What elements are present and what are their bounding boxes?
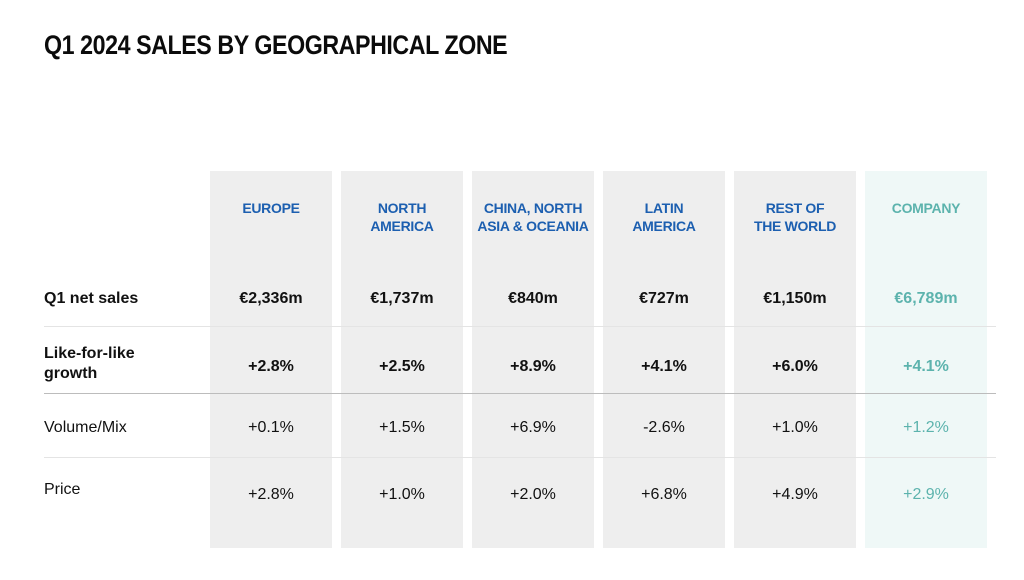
table-cell: +2.0% xyxy=(510,486,556,503)
table-cell: +1.0% xyxy=(379,486,425,503)
table-cell: +1.5% xyxy=(379,419,425,436)
table-cell: +2.9% xyxy=(903,486,949,503)
row-divider xyxy=(44,393,996,394)
header-north-america: NORTH AMERICA xyxy=(370,200,434,234)
table-cell: €1,737m xyxy=(370,290,434,307)
table-cell: +2.5% xyxy=(379,358,425,375)
table-cell: -2.6% xyxy=(643,419,685,436)
column-company xyxy=(865,171,987,548)
header-company: COMPANY xyxy=(891,200,961,216)
table-cell: €2,336m xyxy=(239,290,303,307)
header-rest-of-the-world: REST OF THE WORLD xyxy=(753,200,837,234)
table-cell: +4.9% xyxy=(772,486,818,503)
header-china-north-asia-oceania: CHINA, NORTH ASIA & OCEANIA xyxy=(477,200,589,234)
column-europe xyxy=(210,171,332,548)
header-europe: EUROPE xyxy=(242,200,300,216)
table-cell: +0.1% xyxy=(248,419,294,436)
column-china-north-asia-oceania xyxy=(472,171,594,548)
column-north-america xyxy=(341,171,463,548)
table-cell: +4.1% xyxy=(641,358,687,375)
column-rest-of-the-world xyxy=(734,171,856,548)
table-cell: +2.8% xyxy=(248,358,294,375)
table-cell: €6,789m xyxy=(894,290,958,307)
table-cell: +2.8% xyxy=(248,486,294,503)
table-cell: €840m xyxy=(508,290,558,307)
table-cell: €727m xyxy=(639,290,689,307)
table-cell: €1,150m xyxy=(763,290,827,307)
header-latin-america: LATIN AMERICA xyxy=(632,200,696,234)
table-cell: +8.9% xyxy=(510,358,556,375)
row-label-net-sales: Q1 net sales xyxy=(44,290,139,307)
row-label-price: Price xyxy=(44,481,81,498)
column-latin-america xyxy=(603,171,725,548)
table-cell: +6.0% xyxy=(772,358,818,375)
table-cell: +1.2% xyxy=(903,419,949,436)
table-cell: +4.1% xyxy=(903,358,949,375)
row-label-like-for-like-growth: Like-for-like growth xyxy=(44,345,135,382)
table-cell: +1.0% xyxy=(772,419,818,436)
table-cell: +6.8% xyxy=(641,486,687,503)
row-label-volume-mix: Volume/Mix xyxy=(44,419,127,436)
row-divider xyxy=(44,457,996,458)
row-divider xyxy=(44,326,996,327)
table-cell: +6.9% xyxy=(510,419,556,436)
page-title: Q1 2024 SALES BY GEOGRAPHICAL ZONE xyxy=(44,30,508,60)
